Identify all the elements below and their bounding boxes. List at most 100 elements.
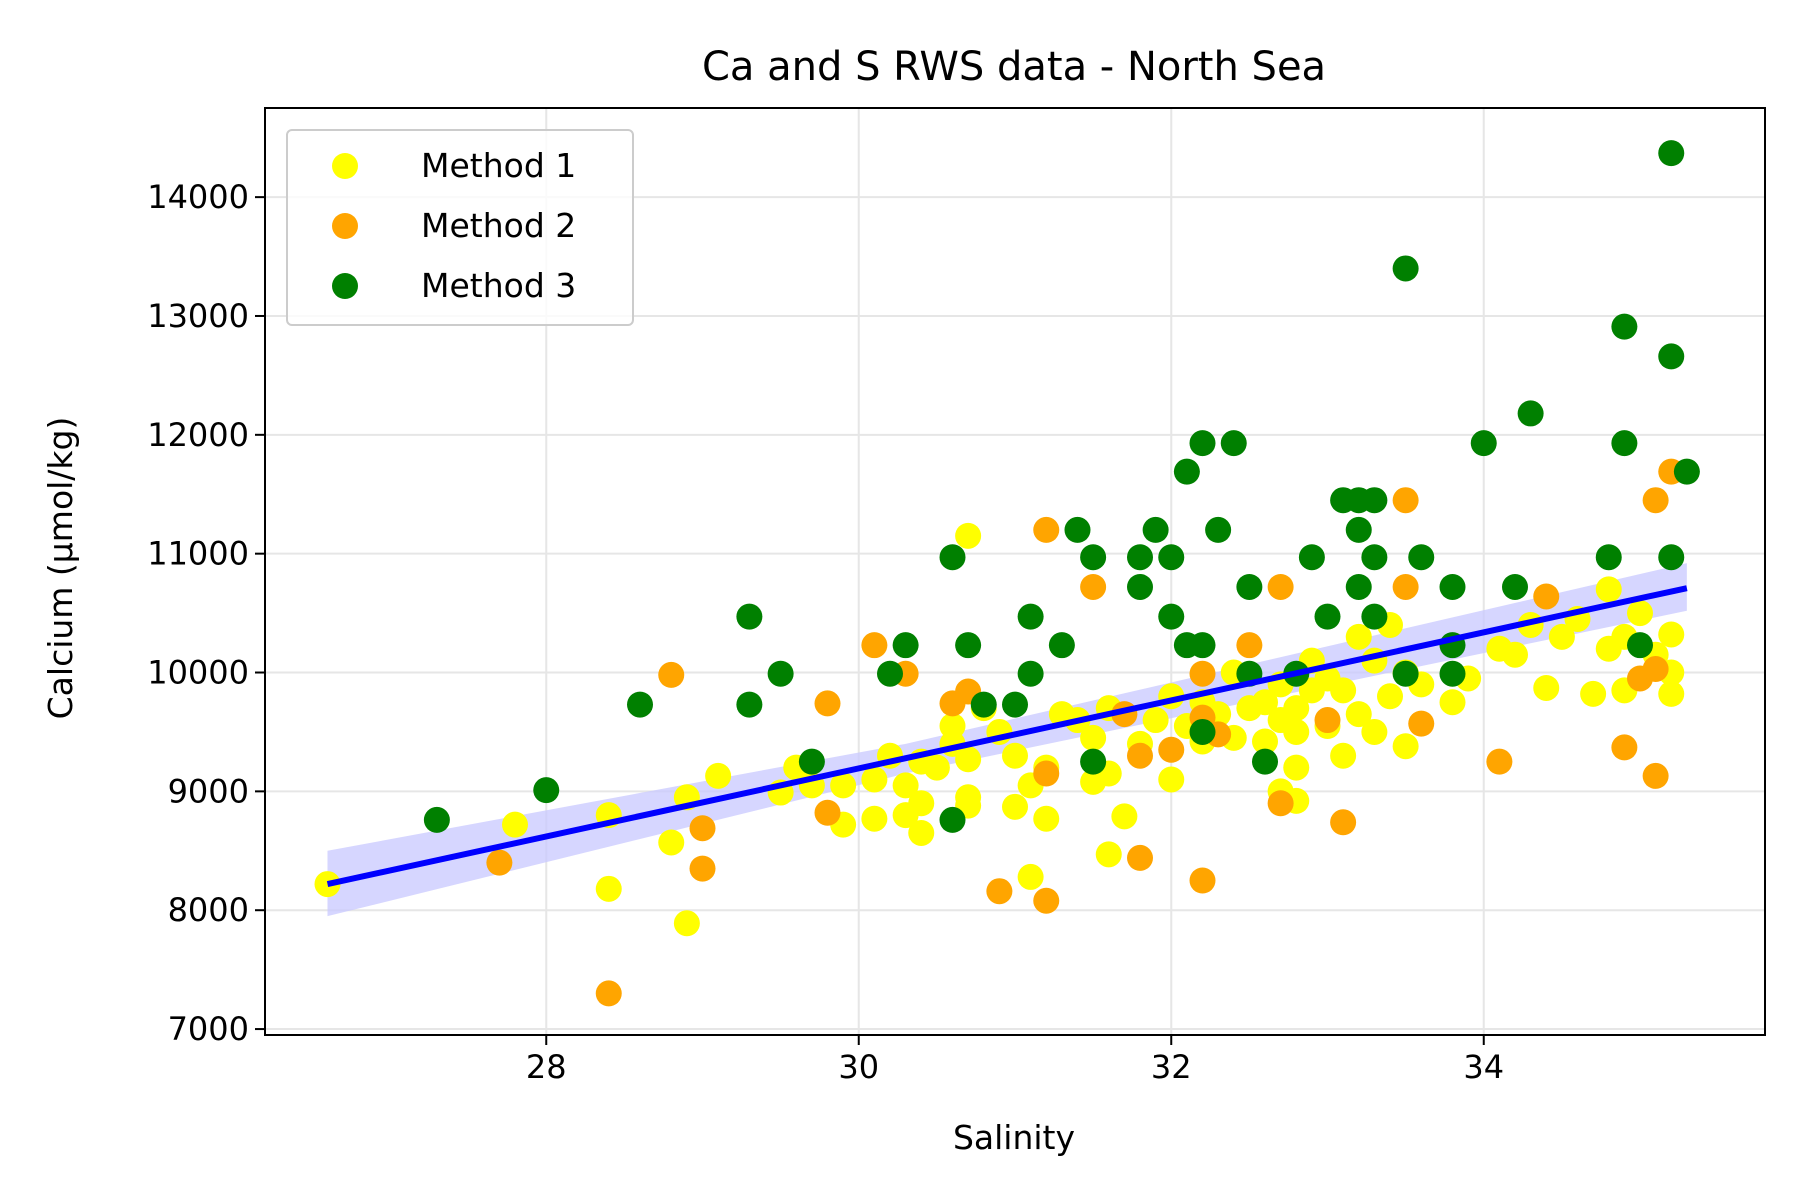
scatter-point-method-3	[1392, 660, 1419, 687]
scatter-point-method-1	[595, 875, 622, 902]
scatter-point-method-1	[908, 790, 935, 817]
scatter-point-method-3	[627, 691, 653, 718]
y-tick-label: 11000	[147, 535, 249, 573]
scatter-point-method-2	[1611, 734, 1638, 761]
regression-line-layer	[326, 585, 1688, 887]
scatter-point-method-1	[1095, 841, 1122, 868]
scatter-point-method-3	[939, 806, 966, 833]
scatter-point-method-1	[1142, 707, 1169, 734]
scatter-point-method-2	[1408, 710, 1435, 737]
scatter-point-method-1	[1439, 689, 1466, 716]
chart-title: Ca and S RWS data - North Sea	[702, 44, 1326, 90]
y-tick-label: 7000	[168, 1010, 249, 1048]
scatter-point-method-3	[1361, 603, 1388, 630]
scatter-point-method-1	[673, 910, 700, 937]
scatter-point-method-1	[1392, 733, 1419, 760]
x-tick-label: 30	[838, 1048, 879, 1086]
scatter-point-method-2	[1033, 760, 1060, 787]
scatter-point-method-1	[861, 766, 888, 793]
scatter-point-method-2	[486, 849, 513, 876]
scatter-point-method-3	[1064, 516, 1091, 543]
scatter-point-method-1	[1580, 680, 1607, 707]
scatter-point-method-1	[1002, 793, 1028, 820]
legend-marker	[332, 213, 358, 239]
legend-label: Method 3	[421, 266, 576, 305]
scatter-point-method-3	[1611, 313, 1638, 340]
y-tick-label: 13000	[147, 297, 249, 335]
scatter-point-method-3	[767, 660, 794, 687]
scatter-point-method-2	[1127, 844, 1153, 871]
scatter-point-method-3	[1439, 573, 1466, 600]
scatter-point-method-3	[1017, 660, 1044, 687]
scatter-point-method-3	[1298, 544, 1325, 571]
scatter-point-method-3	[1127, 573, 1153, 600]
scatter-point-method-1	[1627, 600, 1653, 627]
scatter-point-method-1	[955, 522, 982, 549]
scatter-point-method-3	[736, 603, 763, 630]
scatter-point-method-2	[1033, 887, 1060, 914]
scatter-point-method-3	[1673, 458, 1700, 485]
scatter-point-method-2	[1189, 660, 1216, 687]
legend-label: Method 1	[421, 146, 576, 185]
scatter-point-method-1	[830, 772, 857, 799]
scatter-point-method-2	[814, 690, 841, 717]
scatter-point-method-3	[1236, 573, 1263, 600]
scatter-point-method-2	[1267, 790, 1294, 817]
scatter-point-method-3	[955, 632, 982, 659]
scatter-point-method-2	[1392, 487, 1419, 514]
y-tick-label: 12000	[147, 416, 249, 454]
scatter-point-method-2	[1158, 736, 1185, 763]
scatter-point-method-1	[1330, 742, 1357, 769]
scatter-point-method-3	[1408, 544, 1435, 571]
plot-frame	[264, 107, 1766, 1036]
scatter-point-method-3	[1439, 660, 1466, 687]
legend-label: Method 2	[421, 206, 576, 245]
scatter-point-method-1	[908, 819, 935, 846]
scatter-point-method-3	[1173, 458, 1200, 485]
scatter-point-method-1	[658, 829, 685, 856]
scatter-point-method-1	[1017, 863, 1044, 890]
y-tick-label: 14000	[147, 178, 249, 216]
y-tick-label: 9000	[168, 772, 249, 810]
x-tick-label: 28	[526, 1048, 567, 1086]
scatter-point-method-1	[705, 762, 732, 789]
scatter-point-method-3	[939, 544, 966, 571]
scatter-point-method-2	[1330, 809, 1357, 836]
axis-ticks: 28 30 32 34 7000 8000 9000 10000 11000 12000 13000…	[147, 178, 1504, 1086]
scatter-point-method-3	[736, 691, 763, 718]
scatter-point-method-2	[1392, 573, 1419, 600]
scatter-point-method-1	[1361, 718, 1388, 745]
scatter-point-method-3	[1127, 544, 1153, 571]
scatter-point-method-2	[1533, 583, 1560, 610]
scatter-point-method-3	[1517, 400, 1544, 427]
scatter-point-method-3	[1627, 632, 1653, 659]
legend: Method 1 Method 2 Method 3	[286, 129, 634, 326]
grid	[265, 108, 1765, 1035]
scatter-point-method-1	[1658, 621, 1685, 648]
scatter-point-method-1	[1252, 689, 1278, 716]
y-axis-label: Calcium (µmol/kg)	[41, 417, 80, 720]
scatter-point-method-1	[1533, 674, 1560, 701]
scatter-point-method-2	[658, 661, 685, 688]
scatter-point-method-1	[1252, 728, 1278, 755]
scatter-point-method-3	[1658, 140, 1685, 167]
legend-box	[286, 129, 634, 326]
scatter-point-method-3	[1017, 603, 1044, 630]
scatter-point-method-3	[1345, 573, 1372, 600]
scatter-point-method-3	[1470, 430, 1497, 457]
regression-line	[326, 585, 1688, 887]
scatter-point-method-2	[1127, 742, 1153, 769]
scatter-point-method-2	[1486, 748, 1513, 775]
scatter-point-method-1	[1158, 766, 1185, 793]
data-points	[314, 140, 1700, 1007]
scatter-point-method-3	[1158, 544, 1185, 571]
scatter-point-method-1	[1345, 623, 1372, 650]
scatter-point-method-3	[1595, 544, 1622, 571]
scatter-point-method-1	[923, 754, 950, 781]
scatter-point-method-3	[798, 748, 825, 775]
scatter-point-method-3	[1361, 487, 1388, 514]
scatter-point-method-3	[892, 632, 919, 659]
scatter-point-method-2	[689, 855, 716, 882]
scatter-point-method-2	[1267, 573, 1294, 600]
scatter-point-method-1	[1033, 805, 1060, 832]
